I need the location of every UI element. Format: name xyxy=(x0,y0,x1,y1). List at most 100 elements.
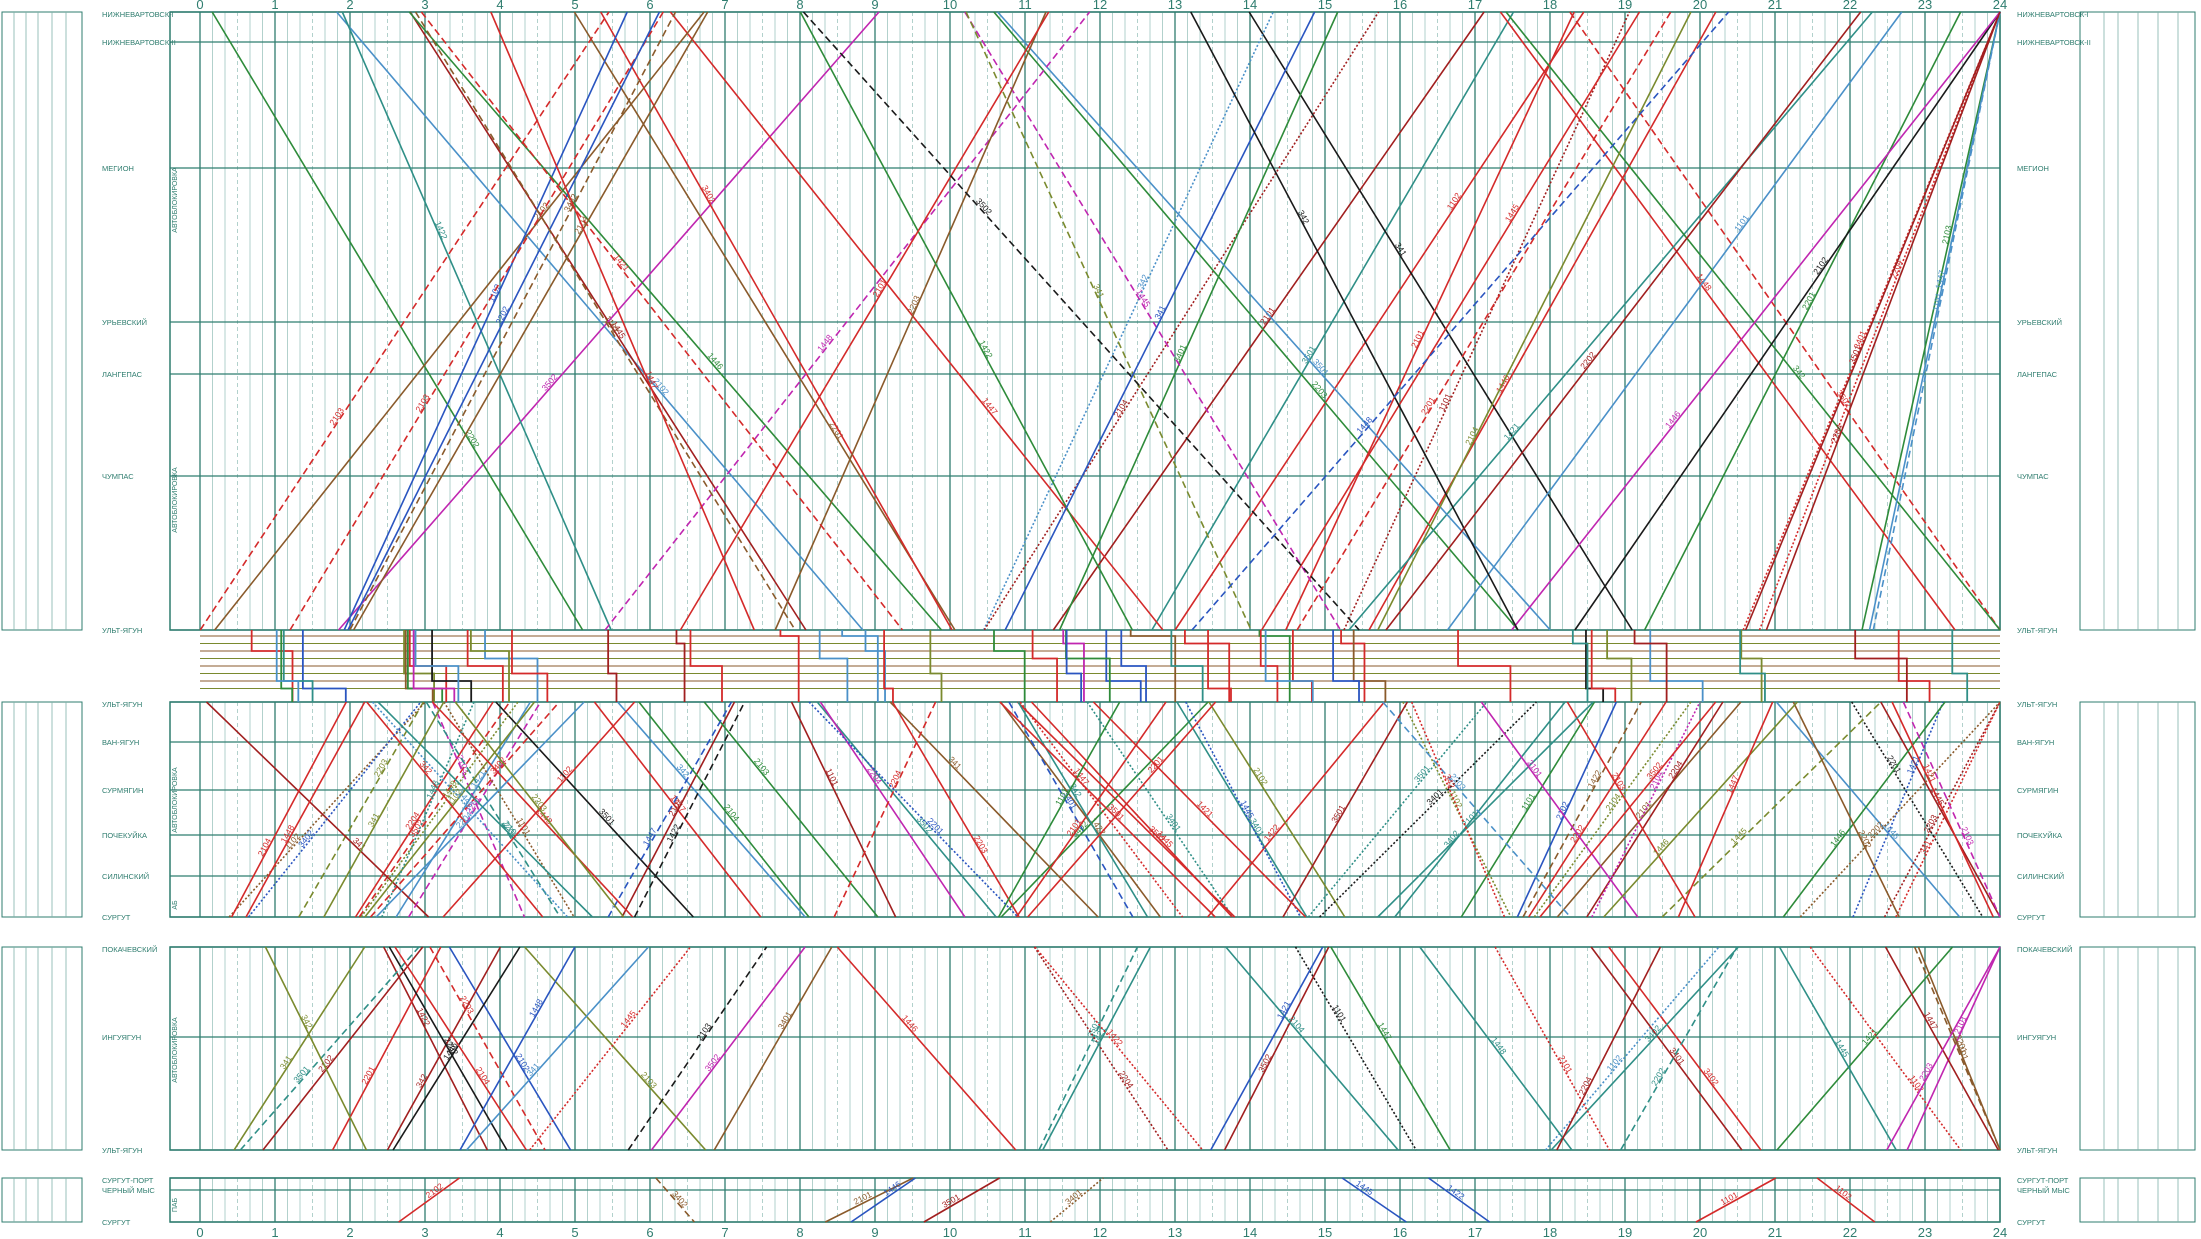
train-path xyxy=(1460,701,1596,918)
train-path xyxy=(1382,701,1571,918)
train-number: 341 xyxy=(366,811,382,828)
train-number: 2104 xyxy=(474,1065,493,1087)
train-number: 2104 xyxy=(1112,398,1131,420)
track-occupancy-path xyxy=(1739,630,1766,702)
train-number: 1447 xyxy=(641,826,659,848)
hour-label-bottom: 9 xyxy=(871,1225,878,1239)
train-path xyxy=(1816,1177,1876,1223)
train-number: 1445 xyxy=(1929,786,1947,808)
train-path xyxy=(600,11,953,631)
track-occupancy-path xyxy=(1129,630,1177,702)
train-path xyxy=(425,701,561,918)
train-number: 3401 xyxy=(776,1009,794,1031)
hour-label-bottom: 12 xyxy=(1093,1225,1107,1239)
track-occupancy-path xyxy=(818,630,849,702)
train-path xyxy=(1184,701,1302,918)
train-path xyxy=(965,11,1252,631)
station-name-left: ПОКАЧЕВСКИЙ xyxy=(102,945,157,954)
train-path xyxy=(431,701,526,918)
station-name-right: СУРГУТ xyxy=(2017,1218,2046,1227)
train-number: 3401 xyxy=(1171,343,1188,365)
train-path xyxy=(1852,701,1944,918)
train-number: 2203 xyxy=(1921,813,1939,835)
track-occupancy-path xyxy=(1332,630,1360,702)
train-number: 341 xyxy=(1918,838,1933,855)
hour-label-top: 2 xyxy=(346,0,353,12)
train-path xyxy=(352,11,709,631)
train-number: 1101 xyxy=(1732,212,1751,233)
annotation-table xyxy=(2079,1177,2196,1223)
train-number: 3402 xyxy=(700,183,718,205)
train-path xyxy=(349,11,677,631)
hour-label-bottom: 13 xyxy=(1168,1225,1182,1239)
train-path xyxy=(1895,701,2001,918)
train-path xyxy=(382,946,489,1151)
station-name-right: ЧЕРНЫЙ МЫС xyxy=(2017,1186,2070,1195)
station-name-left: СИЛИНСКИЙ xyxy=(102,872,149,881)
hour-label-bottom: 20 xyxy=(1693,1225,1707,1239)
train-path xyxy=(713,946,833,1151)
train-path xyxy=(983,11,1380,631)
train-path xyxy=(529,946,692,1151)
train-path xyxy=(607,701,733,918)
train-number: 2102 xyxy=(1251,766,1270,788)
train-path xyxy=(1191,11,1730,631)
train-number: 2204 xyxy=(865,765,884,786)
hour-label-top: 1 xyxy=(271,0,278,12)
train-path xyxy=(1868,11,2001,631)
train-path xyxy=(1348,11,1873,631)
train-path xyxy=(1590,946,1743,1151)
track-occupancy-path xyxy=(864,630,886,702)
hour-label-bottom: 4 xyxy=(496,1225,503,1239)
train-path xyxy=(1017,701,1149,918)
train-path xyxy=(1539,701,1717,918)
train-path xyxy=(354,701,494,918)
train-path xyxy=(604,11,1091,631)
annotation-table xyxy=(1,701,83,918)
train-number: 2203 xyxy=(905,294,922,316)
train-path xyxy=(1586,701,1724,918)
train-path xyxy=(1891,701,1995,918)
train-path xyxy=(336,11,864,631)
train-number: 1447 xyxy=(980,396,1000,417)
train-path xyxy=(1190,11,1519,631)
train-path xyxy=(669,11,1164,631)
track-occupancy-path xyxy=(689,630,723,702)
track-occupancy-path xyxy=(1120,630,1147,702)
train-path xyxy=(1480,701,1639,918)
hour-label-top: 15 xyxy=(1318,0,1332,12)
train-path xyxy=(454,701,625,918)
train-path xyxy=(465,946,650,1151)
train-path xyxy=(230,701,347,918)
train-path xyxy=(1883,701,2001,918)
station-name-right: ЛАНГЕПАС xyxy=(2017,370,2058,379)
train-path xyxy=(1038,946,1139,1151)
train-path xyxy=(394,946,528,1151)
train-path xyxy=(824,1177,914,1223)
blocking-type-label: ПАБ xyxy=(172,1197,179,1212)
track-occupancy-path xyxy=(466,630,504,702)
train-path xyxy=(211,11,584,631)
hour-label-bottom: 6 xyxy=(646,1225,653,1239)
train-path xyxy=(245,701,366,918)
train-number: 341 xyxy=(351,835,368,852)
station-name-right: НИЖНЕВАРТОВСК-II xyxy=(2017,38,2091,47)
train-path xyxy=(1643,11,1962,631)
track-occupancy-path xyxy=(414,630,460,702)
hour-label-top: 14 xyxy=(1243,0,1257,12)
station-name-left: СУРГУТ xyxy=(102,1218,131,1227)
train-path xyxy=(358,701,511,918)
station-name-left: ИНГУЯГУН xyxy=(102,1033,141,1042)
train-path xyxy=(633,701,746,918)
station-name-right: ЧУМПАС xyxy=(2017,472,2049,481)
train-number: 2201 xyxy=(359,1064,377,1086)
train-number: 2103 xyxy=(413,392,431,414)
station-name-left: УРЬЕВСКИЙ xyxy=(102,318,147,327)
track-occupancy-path xyxy=(301,630,347,702)
train-number: 1446 xyxy=(1651,837,1671,858)
train-number: 2204 xyxy=(1117,1069,1136,1091)
track-occupancy-path xyxy=(1457,630,1512,702)
train-number: 3502 xyxy=(539,372,559,393)
train-path xyxy=(774,11,1047,631)
train-path xyxy=(1294,946,1417,1151)
